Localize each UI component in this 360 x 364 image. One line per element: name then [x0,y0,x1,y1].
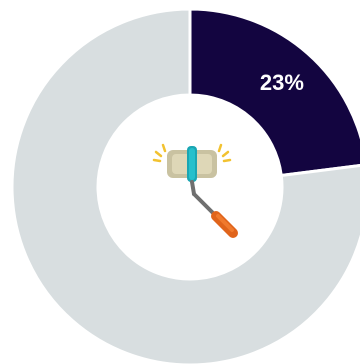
slice-label-1: 23% [260,70,304,95]
donut-slice-2 [10,7,360,364]
donut-slice-1 [188,7,360,178]
donut-labels: 23% [260,70,304,95]
donut-slices [10,7,360,364]
paint-roller-icon [152,143,238,238]
